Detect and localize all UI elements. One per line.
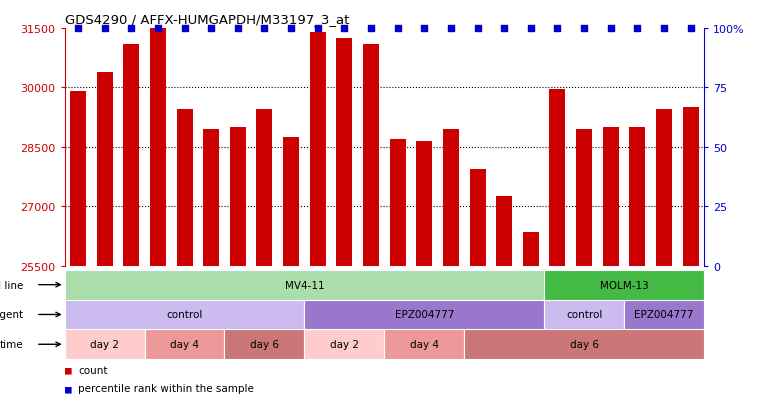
Bar bbox=[603, 128, 619, 266]
Text: count: count bbox=[78, 365, 108, 375]
Point bbox=[578, 26, 590, 32]
Bar bbox=[70, 92, 86, 266]
Text: day 6: day 6 bbox=[569, 339, 599, 349]
Point bbox=[524, 26, 537, 32]
Point bbox=[444, 26, 457, 32]
Bar bbox=[304, 300, 544, 330]
Text: MOLM-13: MOLM-13 bbox=[600, 280, 648, 290]
Point bbox=[604, 26, 616, 32]
Text: EPZ004777: EPZ004777 bbox=[394, 310, 454, 320]
Bar bbox=[656, 110, 672, 266]
Bar bbox=[336, 39, 352, 266]
Text: agent: agent bbox=[0, 310, 23, 320]
Bar bbox=[683, 108, 699, 266]
Point bbox=[178, 26, 190, 32]
Bar bbox=[470, 169, 486, 266]
Text: control: control bbox=[566, 310, 602, 320]
Bar bbox=[65, 270, 544, 300]
Bar bbox=[544, 270, 704, 300]
Point bbox=[471, 26, 484, 32]
Text: MV4-11: MV4-11 bbox=[285, 280, 324, 290]
Bar bbox=[576, 130, 592, 266]
Text: control: control bbox=[167, 310, 202, 320]
Text: percentile rank within the sample: percentile rank within the sample bbox=[78, 383, 254, 393]
Text: day 4: day 4 bbox=[409, 339, 439, 349]
Bar bbox=[283, 138, 299, 266]
Point bbox=[684, 26, 696, 32]
Bar bbox=[150, 27, 166, 266]
Text: ■: ■ bbox=[65, 365, 72, 375]
Bar bbox=[549, 90, 565, 266]
Bar bbox=[443, 130, 459, 266]
Bar bbox=[177, 110, 193, 266]
Bar bbox=[230, 128, 246, 266]
Text: day 2: day 2 bbox=[330, 339, 359, 349]
Text: day 4: day 4 bbox=[170, 339, 199, 349]
Bar bbox=[256, 110, 272, 266]
Bar bbox=[304, 330, 384, 359]
Bar bbox=[363, 45, 379, 266]
Point bbox=[631, 26, 643, 32]
Point bbox=[365, 26, 377, 32]
Text: ■: ■ bbox=[65, 383, 72, 393]
Bar bbox=[496, 197, 512, 266]
Point bbox=[391, 26, 403, 32]
Point bbox=[312, 26, 324, 32]
Point bbox=[658, 26, 670, 32]
Text: time: time bbox=[0, 339, 23, 349]
Bar bbox=[624, 300, 704, 330]
Text: EPZ004777: EPZ004777 bbox=[634, 310, 694, 320]
Point bbox=[205, 26, 218, 32]
Bar bbox=[65, 330, 145, 359]
Bar bbox=[145, 330, 224, 359]
Bar bbox=[203, 130, 219, 266]
Bar bbox=[384, 330, 464, 359]
Point bbox=[285, 26, 297, 32]
Bar bbox=[123, 45, 139, 266]
Bar bbox=[523, 233, 539, 266]
Point bbox=[151, 26, 164, 32]
Bar bbox=[97, 72, 113, 266]
Point bbox=[72, 26, 84, 32]
Point bbox=[551, 26, 563, 32]
Text: cell line: cell line bbox=[0, 280, 23, 290]
Bar bbox=[224, 330, 304, 359]
Bar bbox=[65, 300, 304, 330]
Point bbox=[231, 26, 244, 32]
Text: day 6: day 6 bbox=[250, 339, 279, 349]
Bar bbox=[310, 33, 326, 266]
Bar bbox=[544, 300, 624, 330]
Text: GDS4290 / AFFX-HUMGAPDH/M33197_3_at: GDS4290 / AFFX-HUMGAPDH/M33197_3_at bbox=[65, 13, 349, 26]
Point bbox=[125, 26, 137, 32]
Point bbox=[258, 26, 271, 32]
Bar bbox=[390, 140, 406, 266]
Point bbox=[419, 26, 431, 32]
Bar bbox=[464, 330, 704, 359]
Bar bbox=[629, 128, 645, 266]
Text: day 2: day 2 bbox=[90, 339, 119, 349]
Point bbox=[338, 26, 350, 32]
Point bbox=[98, 26, 111, 32]
Bar bbox=[416, 142, 432, 266]
Point bbox=[498, 26, 510, 32]
